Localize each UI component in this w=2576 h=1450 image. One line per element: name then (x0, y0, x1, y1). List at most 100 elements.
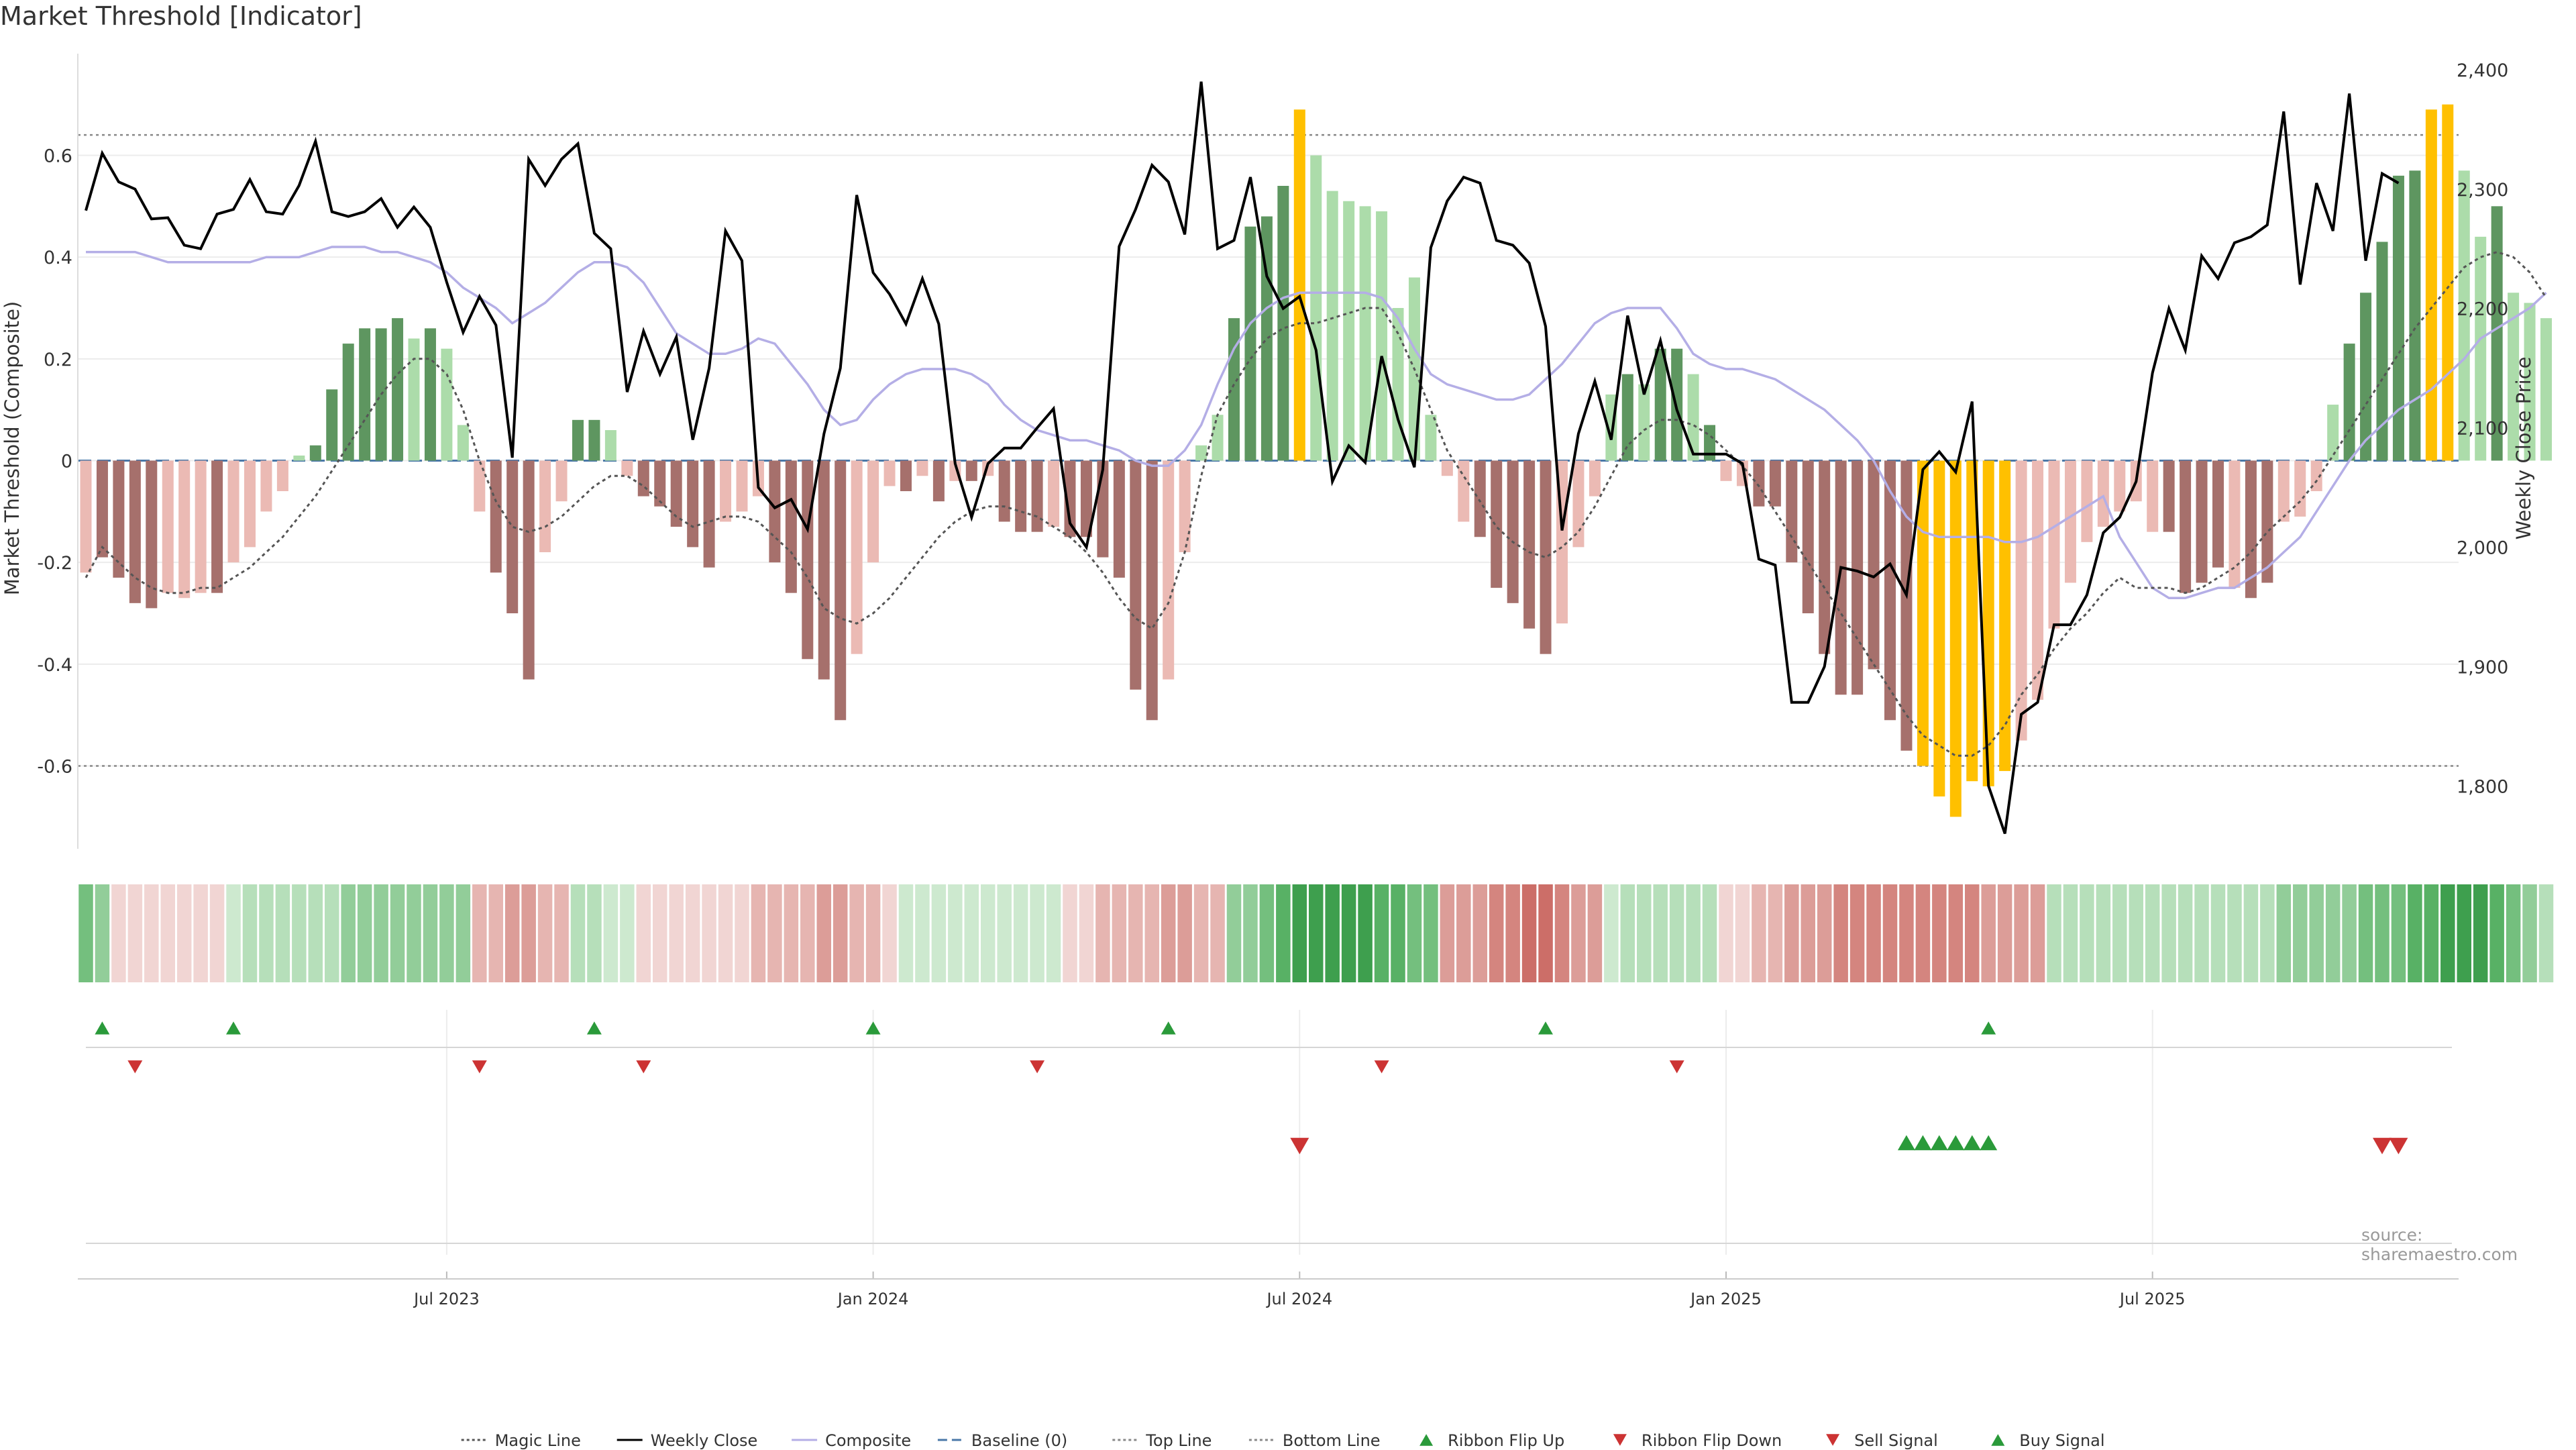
legend-label: Baseline (0) (971, 1431, 1067, 1450)
composite-bar (900, 460, 912, 491)
ribbon-flip-down-marker (1030, 1060, 1045, 1074)
ribbon-cell (1456, 884, 1471, 982)
legend-swatch (1419, 1434, 1434, 1446)
ribbon-cell (1226, 884, 1242, 982)
magic-line (85, 251, 2547, 757)
ribbon-cell (226, 884, 241, 982)
legend-swatch (1613, 1434, 1627, 1446)
composite-bar (818, 460, 830, 680)
ribbon-cell (1817, 884, 1832, 982)
ribbon-cell (702, 884, 716, 982)
ribbon-cell (1292, 884, 1307, 982)
ribbon-cell (390, 884, 405, 982)
ribbon-flip-up-marker (1981, 1021, 1996, 1035)
ribbon-cell (1571, 884, 1586, 982)
ribbon-cell (2243, 884, 2259, 982)
composite-bar (1179, 460, 1191, 552)
ribbon-flip-down-marker (1669, 1060, 1684, 1074)
composite-bar (1474, 460, 1486, 537)
composite-bar (1441, 460, 1453, 476)
legend-label: Magic Line (495, 1431, 581, 1450)
ribbon-cell (2391, 884, 2406, 982)
ribbon-cell (2293, 884, 2308, 982)
composite-bar (2310, 460, 2322, 491)
composite-bar (1966, 460, 1978, 782)
ribbon-cell (209, 884, 225, 982)
legend-label: Buy Signal (2019, 1431, 2104, 1450)
ribbon-cell (1981, 884, 1996, 982)
composite-bar (2114, 460, 2126, 512)
composite-bar (1507, 460, 1519, 603)
composite-bar (1064, 460, 1076, 537)
composite-bar (1917, 460, 1929, 766)
weekly-close-line (85, 81, 2400, 835)
composite-bar (867, 460, 879, 563)
ribbon-cell (1079, 884, 1094, 982)
ribbon-cell (341, 884, 356, 982)
ribbon-cell (1932, 884, 1947, 982)
composite-bar (1999, 460, 2011, 772)
composite-bar (769, 460, 781, 563)
composite-bar (1277, 186, 1289, 461)
composite-bar (1900, 460, 1913, 751)
composite-bar (2048, 460, 2060, 629)
composite-bar (260, 460, 272, 512)
ribbon-cell (1686, 884, 1701, 982)
composite-bar (1933, 460, 1945, 796)
signal-markers (86, 1021, 2452, 1244)
ribbon-cell (407, 884, 421, 982)
ribbon-flip-down-marker (636, 1060, 651, 1074)
y-right-tick-label: 2,200 (2457, 299, 2508, 320)
composite-bar (2261, 460, 2273, 583)
ribbon-cell (587, 884, 602, 982)
composite-bar (1868, 460, 1880, 670)
legend-label: Sell Signal (1854, 1431, 1938, 1450)
composite-bar (1638, 384, 1650, 461)
ribbon-cell (1112, 884, 1127, 982)
source-note: source: sharemaestro.com (2361, 1225, 2518, 1264)
composite-bar (1753, 460, 1765, 507)
ribbon-cell (127, 884, 143, 982)
ribbon-flip-down-marker (1374, 1060, 1389, 1074)
composite-bar (2425, 109, 2437, 461)
composite-bar (2229, 460, 2241, 588)
ribbon-cell (1391, 884, 1405, 982)
ribbon-cell (1882, 884, 1898, 982)
legend-label: Composite (825, 1431, 911, 1450)
composite-bar (2327, 405, 2339, 461)
composite-bar (1212, 415, 1224, 461)
ribbon-cell (1735, 884, 1750, 982)
ribbon-cell (1752, 884, 1766, 982)
composite-bar (555, 460, 568, 502)
ribbon-cell (2030, 884, 2045, 982)
composite-bar (1949, 460, 1962, 817)
ribbon-flip-up-marker (1538, 1021, 1553, 1035)
ribbon-cell (767, 884, 782, 982)
ribbon-cell (554, 884, 569, 982)
ribbon-cell (1521, 884, 1537, 982)
ribbon-cell (176, 884, 192, 982)
composite-bar (916, 460, 928, 476)
ribbon-cell (2408, 884, 2422, 982)
ribbon-cell (504, 884, 520, 982)
y-left-tick-label: 0 (61, 452, 72, 472)
ribbon-cell (948, 884, 963, 982)
composite-bar (1884, 460, 1896, 721)
composite-bar (1293, 109, 1305, 461)
ribbon-cell (95, 884, 110, 982)
composite-bar (2163, 460, 2175, 532)
x-tick-label: Jul 2024 (1265, 1290, 1332, 1308)
ribbon-cell (472, 884, 487, 982)
composite-bar (457, 425, 469, 461)
ribbon-cell (2194, 884, 2209, 982)
ribbon-cell (144, 884, 159, 982)
composite-bar (621, 460, 633, 476)
ribbon-cell (2473, 884, 2488, 982)
composite-bar (2196, 460, 2208, 583)
ribbon-cell (2325, 884, 2341, 982)
ribbon-cell (193, 884, 208, 982)
composite-bar (506, 460, 519, 613)
composite-bar (2491, 206, 2503, 461)
composite-bar (1687, 374, 1699, 461)
